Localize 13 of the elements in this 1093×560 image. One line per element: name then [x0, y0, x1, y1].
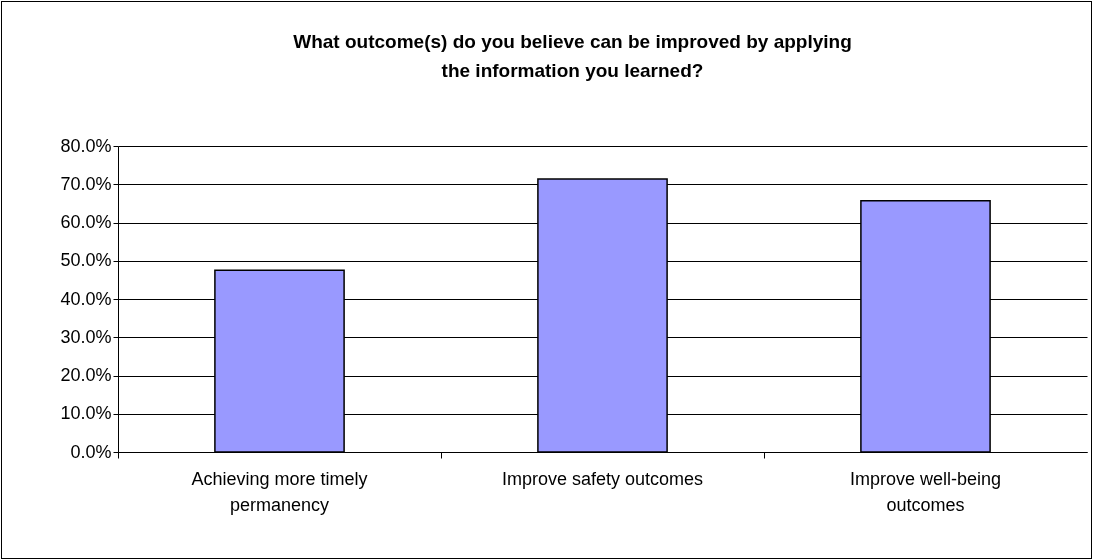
y-tick-label: 10.0%: [60, 403, 112, 424]
y-tick-label: 0.0%: [70, 441, 112, 462]
y-tick-label: 20.0%: [60, 365, 112, 385]
y-tick-label: 70.0%: [60, 173, 112, 194]
x-tick-label: Achieving more timely permanency: [191, 468, 368, 515]
y-tick-label: 40.0%: [60, 288, 112, 309]
y-tick-label: 60.0%: [60, 212, 112, 232]
x-tick-label: Improve well-being outcomes: [849, 468, 1002, 515]
chart-title: What outcome(s) do you believe can be improved by applying the information you learned?: [293, 31, 852, 81]
y-tick-label: 80.0%: [60, 135, 112, 156]
y-tick-label: 30.0%: [60, 326, 112, 347]
y-tick-label: 50.0%: [60, 250, 112, 271]
x-tick-label: Improve safety outcomes: [501, 468, 704, 489]
